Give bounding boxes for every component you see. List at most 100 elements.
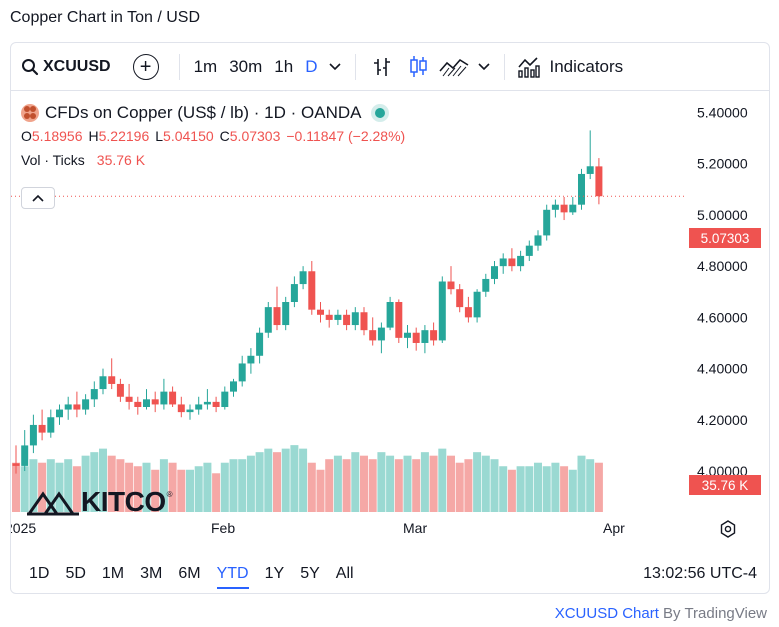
range-5y[interactable]: 5Y xyxy=(300,565,320,582)
symbol-search-button[interactable]: XCUUSD xyxy=(11,51,119,83)
candle-body xyxy=(395,302,403,338)
volume-bar xyxy=(290,445,299,512)
candle-body xyxy=(551,204,559,210)
compare-add-button[interactable]: + xyxy=(132,53,159,80)
symbol-chart-link[interactable]: XCUUSD Chart xyxy=(554,605,659,622)
volume-bar xyxy=(386,455,395,512)
volume-bar xyxy=(594,462,603,512)
candle-body xyxy=(369,330,377,341)
volume-bar xyxy=(525,466,534,512)
candle-style-button[interactable] xyxy=(400,51,436,83)
volume-bar xyxy=(368,459,377,512)
candle-body xyxy=(247,355,255,364)
range-6m[interactable]: 6M xyxy=(178,565,201,582)
volume-bar xyxy=(55,462,64,512)
indicators-icon xyxy=(518,56,541,78)
range-1m[interactable]: 1M xyxy=(101,565,125,582)
time-axis[interactable]: 2025 Feb Mar Apr xyxy=(11,512,769,542)
volume-bar xyxy=(20,466,29,512)
candle-body xyxy=(308,271,316,310)
candle-body xyxy=(586,166,594,174)
candle-style-icon xyxy=(410,55,428,77)
range-1d[interactable]: 1D xyxy=(29,565,50,582)
range-all[interactable]: All xyxy=(335,565,354,582)
candle-body xyxy=(438,281,446,341)
price-axis-label: 4.80000 xyxy=(697,258,748,274)
open-label: O xyxy=(21,128,32,144)
area-style-button[interactable] xyxy=(436,51,472,83)
candle-body xyxy=(38,424,46,433)
chevron-up-icon xyxy=(32,194,44,202)
price-axis-label: 5.20000 xyxy=(697,156,748,172)
volume-bar xyxy=(281,448,290,512)
interval-d[interactable]: D xyxy=(305,56,318,76)
chart-style-dropdown-button[interactable] xyxy=(472,51,496,83)
volume-bar xyxy=(107,455,116,512)
kitco-watermark: KITCO ® xyxy=(27,486,173,518)
volume-bar xyxy=(307,462,316,512)
volume-bar xyxy=(438,448,447,512)
volume-bar xyxy=(377,452,386,512)
interval-dropdown-button[interactable] xyxy=(323,51,347,83)
candle-body xyxy=(143,399,150,407)
toolbar-divider xyxy=(178,53,180,80)
candle-body xyxy=(82,399,90,410)
chart-toolbar: XCUUSD + 1m 30m 1h D xyxy=(11,43,769,91)
candle-body xyxy=(351,312,359,326)
change-value: −0.11847 (−2.28%) xyxy=(286,128,406,144)
candle-body xyxy=(221,391,229,407)
volume-bar xyxy=(551,462,560,512)
volume-bar xyxy=(186,469,194,512)
volume-bar xyxy=(246,455,255,512)
volume-bar xyxy=(464,459,473,512)
bar-style-button[interactable] xyxy=(364,51,400,83)
chevron-down-icon xyxy=(329,62,342,70)
volume-bar xyxy=(412,459,421,512)
range-3m[interactable]: 3M xyxy=(140,565,163,582)
candle-body xyxy=(177,404,185,413)
candle-body xyxy=(317,309,324,315)
settings-gear-icon[interactable] xyxy=(719,520,737,538)
volume-value: 35.76 K xyxy=(96,152,146,168)
range-5d[interactable]: 5D xyxy=(65,565,86,582)
candle-body xyxy=(273,307,281,326)
candle-body xyxy=(29,424,37,446)
chart-area[interactable]: 5.40000 5.20000 5.00000 4.80000 4.60000 4.400… xyxy=(11,92,769,517)
candle-body xyxy=(560,204,568,213)
range-bar: 1D 5D 1M 3M 6M YTD 1Y 5Y All 13:02:56 UT… xyxy=(11,557,769,591)
candle-body xyxy=(517,255,525,267)
close-value: 5.07303 xyxy=(229,128,281,144)
volume-bar xyxy=(333,455,342,512)
candle-body xyxy=(151,399,159,405)
candle-body xyxy=(256,332,264,356)
interval-30m[interactable]: 30m xyxy=(229,56,263,76)
volume-legend: Vol · Ticks 35.76 K xyxy=(21,152,405,168)
timezone-clock[interactable]: 13:02:56 UTC-4 xyxy=(643,565,757,582)
candle-body xyxy=(116,383,124,397)
market-open-status-icon xyxy=(375,108,386,118)
candle-body xyxy=(212,401,220,407)
volume-bar xyxy=(142,462,151,512)
range-1y[interactable]: 1Y xyxy=(264,565,285,582)
search-icon xyxy=(22,58,39,75)
volume-bar xyxy=(203,462,212,512)
high-value: 5.22196 xyxy=(98,128,150,144)
range-ytd[interactable]: YTD xyxy=(209,565,257,589)
volume-bar xyxy=(264,448,273,512)
interval-1m[interactable]: 1m xyxy=(193,56,218,76)
candle-body xyxy=(464,307,472,318)
interval-1h[interactable]: 1h xyxy=(274,56,294,76)
ohlc-values: O5.18956 H5.22196 L5.04150 C5.07303 −0.1… xyxy=(21,128,405,144)
candle-body xyxy=(569,204,577,213)
volume-bar xyxy=(90,452,99,512)
candle-body xyxy=(203,401,211,405)
volume-bar xyxy=(429,455,438,512)
volume-bar xyxy=(360,455,368,512)
collapse-legend-button[interactable] xyxy=(21,187,55,209)
indicators-button[interactable]: Indicators xyxy=(513,51,623,83)
candle-body xyxy=(90,389,98,400)
price-chart[interactable]: 5.40000 5.20000 5.00000 4.80000 4.60000 4.400… xyxy=(11,92,769,512)
volume-bar xyxy=(325,459,334,512)
candle-body xyxy=(299,271,307,285)
volume-bar xyxy=(586,459,595,512)
